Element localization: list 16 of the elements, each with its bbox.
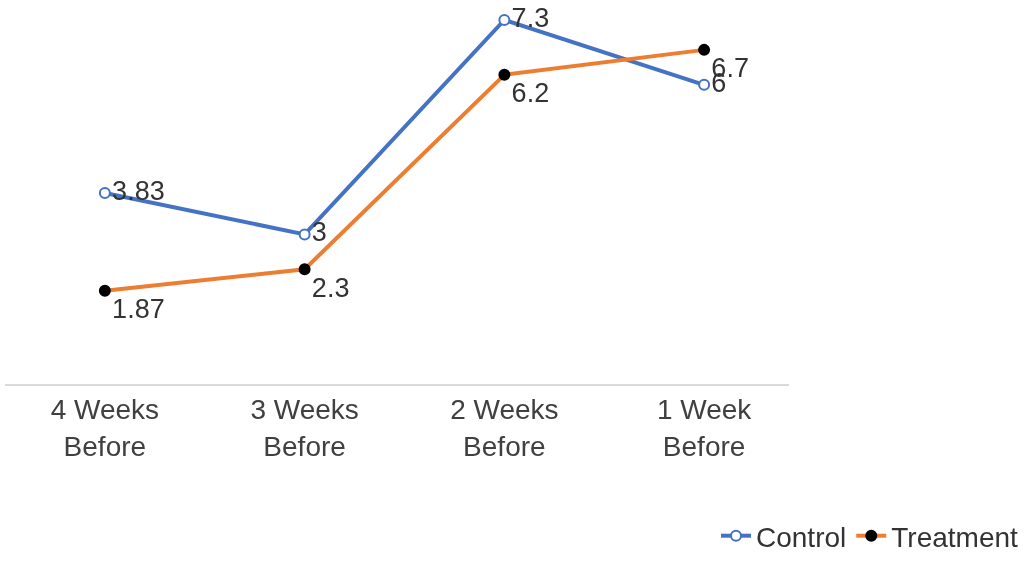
data-label: 1.87 bbox=[112, 294, 165, 325]
point bbox=[98, 187, 111, 199]
point bbox=[498, 13, 511, 26]
x-tick-label: 3 Weeks Before bbox=[250, 394, 359, 462]
point bbox=[298, 228, 311, 241]
data-label: 3.83 bbox=[112, 175, 165, 206]
data-label: 6.2 bbox=[511, 78, 550, 109]
data-label: 2.3 bbox=[311, 272, 350, 303]
legend-label: Control bbox=[756, 521, 847, 553]
data-label: 7.3 bbox=[511, 2, 550, 33]
x-tick-label: 1 Week Before bbox=[656, 394, 753, 462]
x-tick-label: 2 Weeks Before bbox=[450, 394, 559, 462]
point bbox=[698, 78, 711, 91]
x-tick-label: 4 Weeks Before bbox=[50, 394, 160, 462]
data-label: 3 bbox=[311, 217, 327, 248]
legend-label: Treatment bbox=[891, 521, 1019, 553]
